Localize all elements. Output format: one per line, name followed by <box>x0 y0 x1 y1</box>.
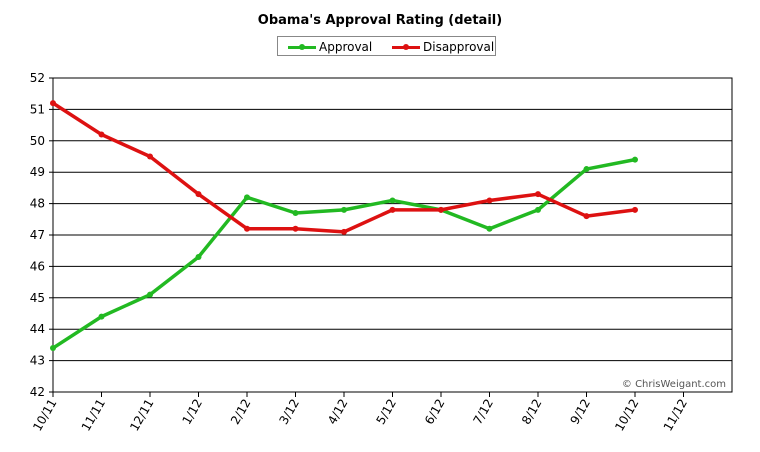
data-point-approval <box>195 253 202 260</box>
data-point-approval <box>147 291 153 298</box>
data-point-disapproval <box>632 206 638 213</box>
data-point-disapproval <box>244 225 250 232</box>
data-point-approval <box>632 156 638 163</box>
legend-label-approval: Approval <box>319 40 373 54</box>
x-tick-label: 8/12 <box>519 397 545 427</box>
data-point-approval <box>50 345 56 352</box>
data-point-disapproval <box>147 153 153 160</box>
legend-swatch-disapproval <box>392 43 420 50</box>
data-point-approval <box>535 206 541 213</box>
data-point-approval <box>583 166 590 173</box>
y-tick-label: 46 <box>30 259 45 273</box>
chart-title: Obama's Approval Rating (detail) <box>257 13 503 28</box>
x-tick-label: 6/12 <box>422 397 448 427</box>
y-tick-label: 45 <box>30 291 45 305</box>
data-point-disapproval <box>438 206 444 213</box>
y-tick-label: 44 <box>30 322 45 336</box>
data-point-approval <box>244 194 250 201</box>
data-point-approval <box>292 210 299 217</box>
data-point-approval <box>341 206 347 213</box>
data-point-disapproval <box>486 197 493 204</box>
x-tick-label: 10/11 <box>30 397 59 434</box>
data-point-approval <box>98 313 105 320</box>
data-point-disapproval <box>50 100 56 107</box>
data-point-disapproval <box>341 228 347 235</box>
x-tick-label: 11/11 <box>79 397 108 434</box>
legend-label-disapproval: Disapproval <box>423 40 495 54</box>
x-tick-label: 12/11 <box>127 397 156 434</box>
y-tick-label: 51 <box>30 102 45 116</box>
credit-text: © ChrisWeigant.com <box>622 379 726 390</box>
y-tick-label: 43 <box>30 354 45 368</box>
x-tick-label: 9/12 <box>567 397 593 427</box>
x-tick-label: 2/12 <box>228 397 254 427</box>
x-tick-label: 1/12 <box>179 397 205 427</box>
data-point-disapproval <box>535 191 541 198</box>
x-tick-label: 4/12 <box>325 397 351 427</box>
y-tick-label: 49 <box>30 165 45 179</box>
data-point-approval <box>486 225 493 232</box>
data-point-disapproval <box>389 206 396 213</box>
x-tick-label: 3/12 <box>276 397 302 427</box>
data-point-disapproval <box>292 225 299 232</box>
data-point-disapproval <box>98 131 105 138</box>
x-tick-label: 11/12 <box>661 397 690 434</box>
legend-item-approval: Approval <box>288 38 372 56</box>
y-tick-label: 42 <box>30 385 45 399</box>
y-tick-label: 50 <box>30 134 45 148</box>
legend-swatch-approval <box>288 43 316 50</box>
legend-item-disapproval: Disapproval <box>392 38 494 56</box>
data-point-approval <box>389 197 396 204</box>
legend: Approval Disapproval <box>277 36 496 56</box>
x-tick-label: 10/12 <box>612 397 641 434</box>
x-tick-label: 7/12 <box>470 397 496 427</box>
y-tick-label: 47 <box>30 228 45 242</box>
x-tick-label: 5/12 <box>373 397 399 427</box>
data-point-disapproval <box>195 191 202 198</box>
y-tick-label: 52 <box>30 71 45 85</box>
data-point-disapproval <box>583 213 590 220</box>
y-tick-label: 48 <box>30 197 45 211</box>
